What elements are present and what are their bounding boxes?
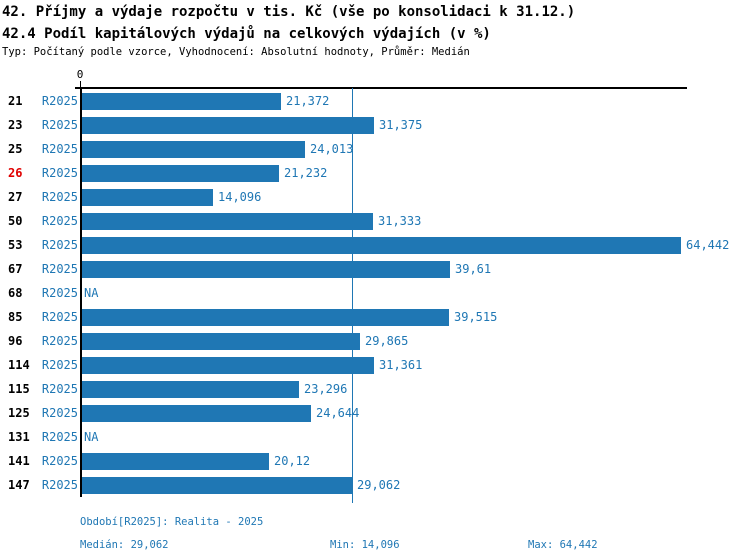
chart-row-25: 25 R2025 24,013 (0, 141, 750, 158)
chart-row-141: 141 R2025 20,12 (0, 453, 750, 470)
bar-value-label: 29,865 (365, 334, 409, 348)
bar (82, 453, 269, 470)
chart-title: 42. Příjmy a výdaje rozpočtu v tis. Kč (… (2, 4, 576, 20)
bar (82, 477, 352, 494)
footer-max-label: Max: 64,442 (528, 539, 598, 551)
series-label: R2025 (41, 334, 78, 348)
category-label: 50 (8, 214, 23, 228)
bar-value-label: 24,644 (316, 406, 360, 420)
x-axis-tick (80, 81, 81, 88)
series-label: R2025 (41, 118, 78, 132)
category-label: 53 (8, 238, 23, 252)
bar-value-label: 31,375 (379, 118, 423, 132)
category-label: 96 (8, 334, 23, 348)
bar-value-label: 31,333 (378, 214, 422, 228)
footer-median-label: Medián: 29,062 (80, 539, 169, 551)
category-label: 25 (8, 142, 23, 156)
series-label: R2025 (41, 286, 78, 300)
series-label: R2025 (41, 430, 78, 444)
bar-na-label: NA (84, 430, 99, 444)
series-label: R2025 (41, 214, 78, 228)
chart-row-21: 21 R2025 21,372 (0, 93, 750, 110)
bar (82, 213, 373, 230)
category-label: 115 (8, 382, 30, 396)
category-label: 68 (8, 286, 23, 300)
chart-subtitle: 42.4 Podíl kapitálových výdajů na celkov… (2, 26, 491, 42)
category-label: 85 (8, 310, 23, 324)
series-label: R2025 (41, 94, 78, 108)
bar (82, 189, 213, 206)
chart-meta-info: Typ: Počítaný podle vzorce, Vyhodnocení:… (2, 46, 470, 58)
series-label: R2025 (41, 478, 78, 492)
series-label: R2025 (41, 142, 78, 156)
chart-row-114: 114 R2025 31,361 (0, 357, 750, 374)
chart-row-27: 27 R2025 14,096 (0, 189, 750, 206)
x-axis-zero-label: 0 (76, 68, 84, 81)
chart-row-26: 26 R2025 21,232 (0, 165, 750, 182)
bar-value-label: 21,232 (284, 166, 328, 180)
chart-row-85: 85 R2025 39,515 (0, 309, 750, 326)
bar (82, 381, 299, 398)
series-label: R2025 (41, 262, 78, 276)
category-label: 125 (8, 406, 30, 420)
category-label: 114 (8, 358, 30, 372)
x-axis-line (75, 87, 687, 89)
bar-value-label: 14,096 (218, 190, 262, 204)
bar (82, 117, 374, 134)
category-label: 67 (8, 262, 23, 276)
bar-value-label: 24,013 (310, 142, 354, 156)
category-label: 27 (8, 190, 23, 204)
category-label: 21 (8, 94, 23, 108)
chart-row-131: 131 R2025 NA (0, 429, 750, 446)
bar (82, 333, 360, 350)
category-label-highlighted: 26 (8, 166, 23, 180)
bar (82, 93, 281, 110)
category-label: 147 (8, 478, 30, 492)
chart-row-68: 68 R2025 NA (0, 285, 750, 302)
bar (82, 309, 449, 326)
series-label: R2025 (41, 310, 78, 324)
series-label: R2025 (41, 382, 78, 396)
chart-row-96: 96 R2025 29,865 (0, 333, 750, 350)
chart-row-50: 50 R2025 31,333 (0, 213, 750, 230)
bar-value-label: 29,062 (357, 478, 401, 492)
bar-na-label: NA (84, 286, 99, 300)
chart-row-67: 67 R2025 39,61 (0, 261, 750, 278)
bar-value-label: 21,372 (286, 94, 330, 108)
series-label: R2025 (41, 166, 78, 180)
bar (82, 141, 305, 158)
chart-row-23: 23 R2025 31,375 (0, 117, 750, 134)
median-reference-line (352, 88, 353, 503)
chart-row-125: 125 R2025 24,644 (0, 405, 750, 422)
bar-value-label: 20,12 (274, 454, 311, 468)
chart-row-53: 53 R2025 64,442 (0, 237, 750, 254)
bar (82, 237, 681, 254)
footer-min-label: Min: 14,096 (330, 539, 400, 551)
chart-row-147: 147 R2025 29,062 (0, 477, 750, 494)
footer-period-label: Období[R2025]: Realita - 2025 (80, 516, 264, 528)
bar-value-label: 64,442 (686, 238, 730, 252)
chart-row-115: 115 R2025 23,296 (0, 381, 750, 398)
bar (82, 261, 450, 278)
bar (82, 165, 279, 182)
bar (82, 405, 311, 422)
bar-value-label: 39,515 (454, 310, 498, 324)
series-label: R2025 (41, 238, 78, 252)
series-label: R2025 (41, 454, 78, 468)
series-label: R2025 (41, 358, 78, 372)
bar-value-label: 23,296 (304, 382, 348, 396)
category-label: 141 (8, 454, 30, 468)
category-label: 23 (8, 118, 23, 132)
y-axis-line (80, 88, 82, 497)
series-label: R2025 (41, 190, 78, 204)
bar (82, 357, 374, 374)
bar-value-label: 39,61 (455, 262, 492, 276)
category-label: 131 (8, 430, 30, 444)
bar-value-label: 31,361 (379, 358, 423, 372)
series-label: R2025 (41, 406, 78, 420)
